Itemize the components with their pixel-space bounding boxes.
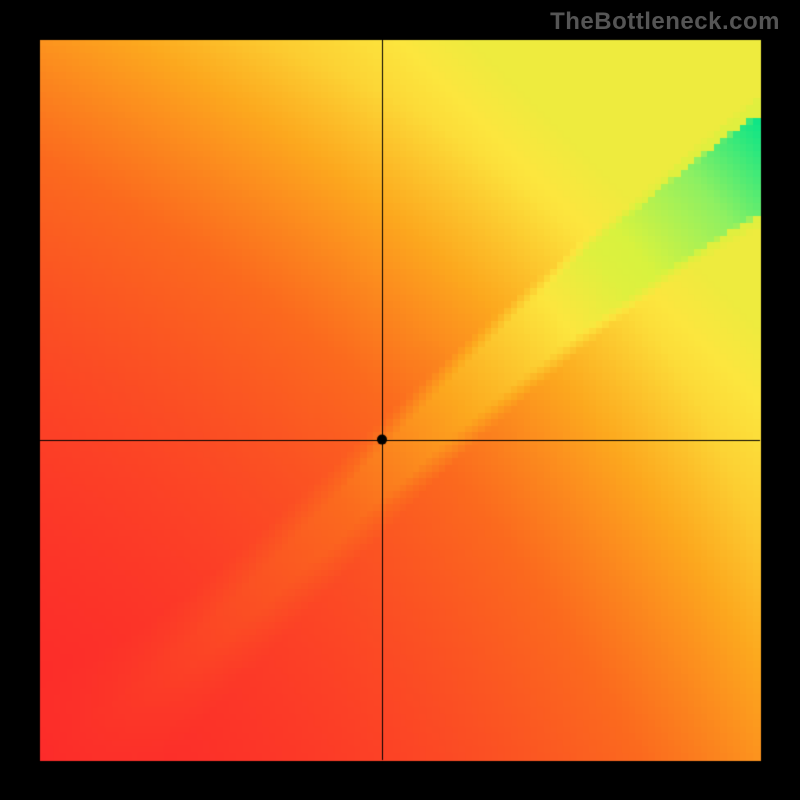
watermark-text: TheBottleneck.com: [550, 8, 780, 36]
bottleneck-heatmap: [0, 0, 800, 800]
